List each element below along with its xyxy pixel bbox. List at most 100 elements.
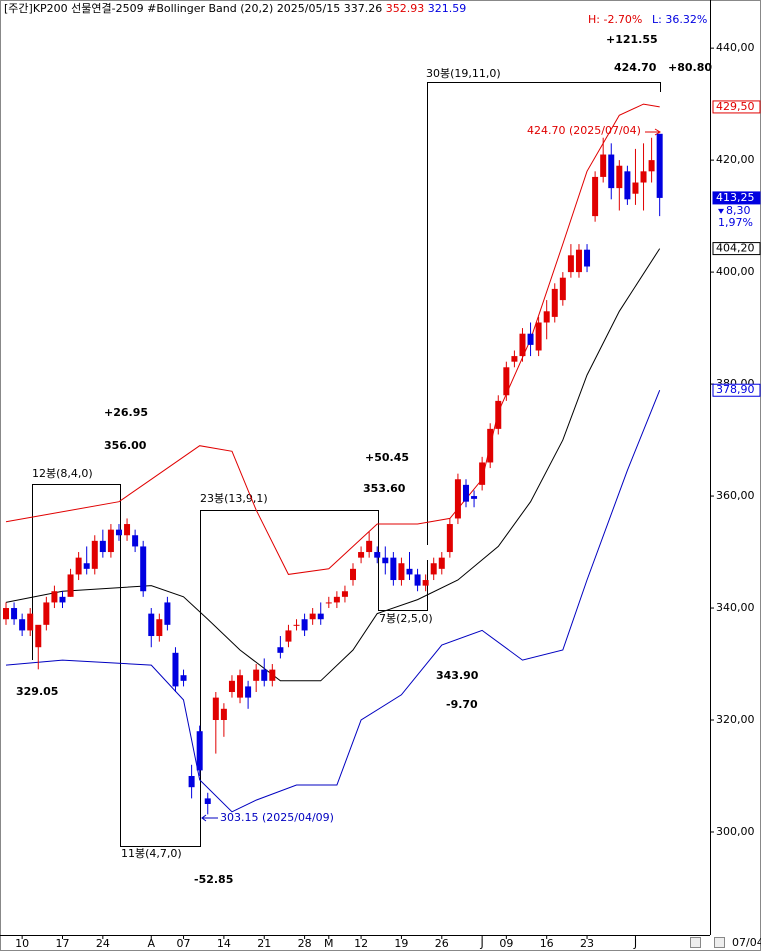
candle-body xyxy=(220,708,227,721)
price-label: 378,90 xyxy=(716,383,755,396)
x-tick-label: 21 xyxy=(257,937,271,950)
candle-body xyxy=(204,798,211,804)
candle-body xyxy=(446,524,453,553)
candle-body xyxy=(261,669,268,681)
candle-body xyxy=(212,697,219,721)
candle-body xyxy=(592,176,599,217)
candle-body xyxy=(83,563,90,569)
down-arrow xyxy=(718,208,724,214)
annotation: 303.15 (2025/04/09) xyxy=(220,811,334,824)
candle-body xyxy=(188,775,195,788)
candle-body xyxy=(341,591,348,597)
candle-body xyxy=(406,568,413,575)
x-tick-label: J xyxy=(633,937,637,950)
y-tick-label: 320,00 xyxy=(716,713,755,726)
annotation: 329.05 xyxy=(16,685,58,698)
annotation: 30봉(19,11,0) xyxy=(426,67,501,80)
change-pct: 1,97% xyxy=(718,216,753,229)
bracket xyxy=(200,510,379,830)
price-label: 413,25 xyxy=(716,191,755,204)
candle-body xyxy=(374,552,381,558)
annotation: +26.95 xyxy=(104,406,148,419)
candle-body xyxy=(156,619,163,637)
arrow xyxy=(645,128,661,136)
candle-body xyxy=(430,563,437,575)
candle-body xyxy=(35,624,42,648)
candle-body xyxy=(519,333,526,357)
price-box xyxy=(712,242,761,256)
header-value: 321.59 xyxy=(428,2,467,15)
candle-body xyxy=(277,647,284,653)
annotation: 343.90 xyxy=(436,669,479,682)
y-tick-label: 420,00 xyxy=(716,153,755,166)
icon xyxy=(690,937,701,948)
annotation: -9.70 xyxy=(446,698,478,711)
candle-body xyxy=(196,731,203,771)
candle-body xyxy=(600,154,607,177)
candle-body xyxy=(140,546,147,592)
annotation: +50.45 xyxy=(365,451,409,464)
candle-body xyxy=(584,249,591,267)
candle-body xyxy=(398,563,405,581)
x-tick-label: M xyxy=(324,937,334,950)
candle-body xyxy=(535,322,542,351)
candle-body xyxy=(632,182,639,194)
candle-body xyxy=(180,675,187,681)
annotation: 356.00 xyxy=(104,439,147,452)
candle-body xyxy=(99,540,106,553)
band-line xyxy=(5,248,661,682)
candle-body xyxy=(616,165,623,189)
candle-body xyxy=(495,400,502,429)
candle-body xyxy=(438,557,445,569)
header-title: [주간]KP200 선물연결-2509 #Bollinger Band (20,… xyxy=(4,2,340,15)
candle-body xyxy=(333,596,340,603)
band-line xyxy=(5,103,660,575)
candle-body xyxy=(575,249,582,273)
y-tick-label: 440,00 xyxy=(716,41,755,54)
candle-body xyxy=(366,540,373,553)
header-value: 352.93 xyxy=(386,2,425,15)
high-pct: H: -2.70% xyxy=(588,13,642,26)
candle-body xyxy=(75,557,82,575)
candle-body xyxy=(124,524,131,536)
candle-body xyxy=(559,277,566,301)
annotation: +121.55 xyxy=(606,33,658,46)
candle-body xyxy=(462,484,469,502)
bracket xyxy=(427,82,661,545)
candle-body xyxy=(511,356,518,362)
candle-body xyxy=(293,624,300,626)
annotation: 353.60 xyxy=(363,482,406,495)
price-box xyxy=(712,100,761,114)
candle-body xyxy=(19,619,26,631)
candle-body xyxy=(414,574,421,586)
candle-body xyxy=(301,619,308,631)
candle-body xyxy=(67,574,74,597)
candle-body xyxy=(237,675,244,698)
y-tick-label: 360,00 xyxy=(716,489,755,502)
annotations: +121.55 424.70 +80.80 30봉(19,11,0) 424.7… xyxy=(16,33,712,886)
x-tick-label: 24 xyxy=(96,937,110,950)
candle-body xyxy=(503,367,510,396)
candle-body xyxy=(59,596,66,603)
annotation: +80.80 xyxy=(668,61,712,74)
bracket xyxy=(32,484,121,660)
candle-body xyxy=(640,171,647,183)
y-tick-label: 400,00 xyxy=(716,265,755,278)
x-tick-label: 28 xyxy=(298,937,312,950)
annotation: 12봉(8,4,0) xyxy=(32,467,93,480)
candle-body xyxy=(422,580,429,586)
y-tick-label: 300,00 xyxy=(716,825,755,838)
candle-body xyxy=(27,613,34,631)
last-date: 07/04 xyxy=(732,936,761,949)
candle-body xyxy=(172,652,179,687)
icon xyxy=(714,937,725,948)
candle-body xyxy=(228,680,235,693)
x-tick-label: 12 xyxy=(354,937,368,950)
x-tick-label: 07 xyxy=(177,937,191,950)
candle-body xyxy=(3,608,9,620)
candle-body xyxy=(253,669,260,681)
candle-body xyxy=(11,608,18,620)
annotation: 424.70 xyxy=(614,61,657,74)
